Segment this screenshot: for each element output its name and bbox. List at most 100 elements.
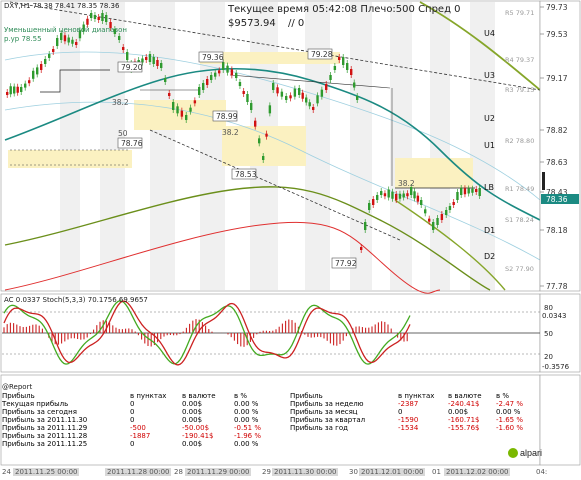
candle-body bbox=[75, 42, 78, 45]
price-box bbox=[212, 110, 238, 122]
candle-body bbox=[44, 59, 47, 64]
report-cell: Прибыль за месяц bbox=[290, 408, 358, 416]
report-cell: -2.47 % bbox=[496, 400, 523, 408]
report-cell: Прибыль за 2011.11.25 bbox=[2, 440, 88, 448]
price-box-label: 78.53 bbox=[235, 170, 257, 179]
candle-body bbox=[463, 188, 467, 195]
report-cell: 0 bbox=[130, 416, 135, 424]
candle-body bbox=[20, 87, 23, 92]
report-row: Прибыль за 2011.11.25 0 0.00$ 0.00 % bbox=[2, 440, 536, 448]
candle-body bbox=[445, 210, 448, 215]
candle-body bbox=[285, 96, 288, 100]
black-step bbox=[40, 69, 110, 93]
fib-zone bbox=[395, 158, 473, 188]
report-cell: 0.00$ bbox=[182, 440, 203, 448]
ma-olive bbox=[4, 186, 491, 291]
slash-zero: // 0 bbox=[288, 18, 305, 29]
candle-body bbox=[242, 91, 245, 94]
level-label: U4 bbox=[484, 29, 495, 38]
fib-zone bbox=[134, 100, 226, 130]
time-axis-label: 2011.11.30 00:00 bbox=[272, 468, 339, 476]
candle-body bbox=[395, 194, 398, 200]
candle-body bbox=[222, 62, 225, 70]
candle-body bbox=[338, 57, 341, 60]
candle-body bbox=[16, 86, 19, 93]
candle-body bbox=[325, 84, 328, 90]
report-cell: Прибыль за год bbox=[290, 424, 348, 432]
time-axis[interactable]: 24 2011.11.25 00:00 2011.11.28 00:00 28 2011… bbox=[0, 466, 547, 480]
price-box bbox=[231, 168, 257, 180]
level-label: LB bbox=[484, 183, 494, 192]
time-axis-label: 30 bbox=[349, 468, 358, 476]
report-row: Прибыль за 2011.11.30 0 0.00$ 0.00 % Прибыль… bbox=[2, 416, 536, 424]
price-box-label: 77.92 bbox=[335, 259, 357, 268]
report-cell: 0.00 % bbox=[234, 400, 259, 408]
time-axis-label: 29 bbox=[262, 468, 271, 476]
candle-body bbox=[152, 57, 155, 64]
candle-body bbox=[383, 193, 387, 197]
candle-body bbox=[176, 106, 179, 114]
level-label: U3 bbox=[484, 71, 495, 80]
session-stripe bbox=[430, 2, 450, 290]
report-panel bbox=[0, 374, 541, 466]
time-axis-label: 28 bbox=[174, 468, 183, 476]
candle-body bbox=[456, 192, 459, 200]
candle-body bbox=[298, 88, 301, 95]
candle-body bbox=[40, 64, 43, 70]
report-header: Прибыль bbox=[290, 392, 323, 400]
candle-body bbox=[416, 195, 420, 202]
candle-body bbox=[193, 100, 197, 104]
candle-body bbox=[272, 83, 275, 90]
report-cell: -1.60 % bbox=[496, 424, 523, 432]
price-tick-label: 78.43 bbox=[546, 188, 568, 197]
price-box bbox=[307, 48, 333, 60]
current-price-marker bbox=[541, 194, 579, 204]
level-curve-d bbox=[394, 199, 506, 291]
candle-body bbox=[440, 214, 444, 220]
candle-body bbox=[380, 191, 383, 195]
candle-body bbox=[410, 187, 413, 195]
report-cell: 0 bbox=[130, 440, 135, 448]
candle-body bbox=[372, 199, 375, 205]
candle-body bbox=[230, 69, 234, 76]
candle-body bbox=[316, 95, 319, 104]
ma-teal bbox=[4, 68, 541, 221]
report-header: в % bbox=[234, 392, 248, 400]
time-axis-label: 2011.12.01 00:00 bbox=[359, 468, 426, 476]
session-stripe bbox=[60, 2, 80, 290]
candle-body bbox=[226, 65, 229, 73]
report-header: Прибыль bbox=[2, 392, 35, 400]
price-box-label: 78.76 bbox=[121, 139, 143, 148]
indicator-level-80: 80 bbox=[544, 304, 553, 313]
candle-body bbox=[198, 87, 201, 95]
session-stripe bbox=[150, 2, 175, 290]
report-cell: -190.41$ bbox=[182, 432, 214, 440]
fib-label: 38.2 bbox=[222, 128, 239, 137]
price-axis[interactable] bbox=[539, 0, 581, 292]
price-box bbox=[331, 257, 357, 269]
session-stripe bbox=[305, 2, 330, 290]
annotations: 79.20 79.36 79.28 78.99 78.76 78.53 77.92 38.2 5… bbox=[112, 9, 534, 273]
report-title: @Report bbox=[2, 383, 33, 391]
candle-body bbox=[189, 107, 192, 112]
candle-body bbox=[105, 15, 108, 22]
server-time: Текущее время 05:42:08 Плечо:500 Спред 0 bbox=[228, 4, 461, 15]
channel-lower bbox=[4, 101, 541, 261]
report-table: @Report Прибыль в пунктах в валюте в % П… bbox=[2, 383, 540, 448]
candle-body bbox=[391, 191, 394, 199]
indicator-value-bottom: -0.3576 bbox=[542, 363, 570, 371]
report-axis-column bbox=[539, 374, 581, 466]
pivot-label: R1 78.49 bbox=[505, 185, 534, 193]
candle-body bbox=[301, 92, 304, 99]
stoch-signal-line bbox=[3, 300, 411, 365]
fib-zone bbox=[200, 52, 340, 64]
price-axis-ticks: 79.73 79.53 79.17 78.82 78.63 78.43 78.18 77.78… bbox=[540, 3, 579, 291]
report-cell: Прибыль за квартал bbox=[290, 416, 366, 424]
report-cell: Прибыль за неделю bbox=[290, 400, 364, 408]
candle-body bbox=[254, 120, 257, 127]
price-box-label: 79.20 bbox=[121, 63, 143, 72]
candle-body bbox=[356, 96, 359, 100]
candle-body bbox=[387, 189, 390, 198]
price-tick-label: 78.18 bbox=[546, 226, 568, 235]
